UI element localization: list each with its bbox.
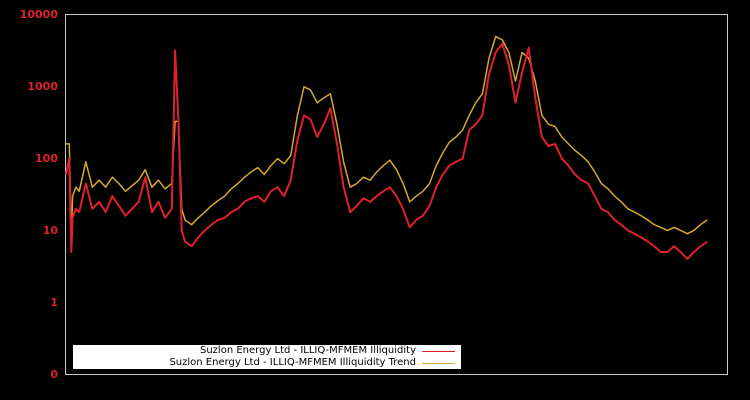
legend-label-illiquidity: Suzlon Energy Ltd - ILLIQ-MFMEM Illiquid… [200,345,416,356]
legend-item-illiquidity: Suzlon Energy Ltd - ILLIQ-MFMEM Illiquid… [200,345,461,357]
legend-item-illiquidity-trend: Suzlon Energy Ltd - ILLIQ-MFMEM Illiquid… [169,357,461,369]
y-tick-100: 100 [35,152,58,165]
plot-frame [65,14,728,375]
legend-label-illiquidity-trend: Suzlon Energy Ltd - ILLIQ-MFMEM Illiquid… [169,357,416,368]
series-line-illiquidity [65,42,708,260]
series-group [65,35,708,260]
y-tick-1: 1 [50,296,58,309]
legend-swatch-illiquidity [422,350,455,352]
legend-swatch-illiquidity-trend [422,362,455,364]
y-tick-1000: 1000 [27,80,58,93]
y-tick-10: 10 [42,224,58,237]
legend: Suzlon Energy Ltd - ILLIQ-MFMEM Illiquid… [73,345,461,369]
y-tick-0: 0 [50,368,58,381]
series-line-illiquidity-trend [66,35,708,239]
y-tick-10000: 10000 [19,8,58,21]
